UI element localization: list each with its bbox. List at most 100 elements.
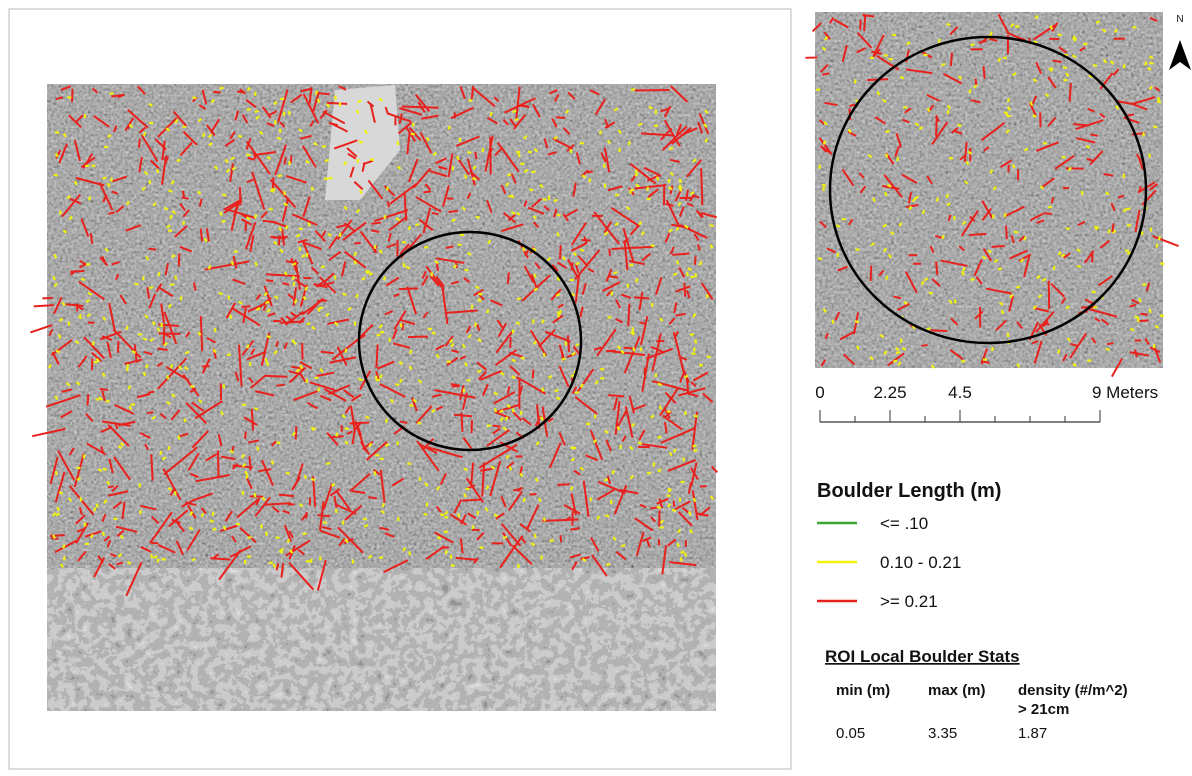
- boulder-axis-small: [604, 431, 608, 432]
- boulder-axis: [318, 515, 331, 516]
- boulder-axis-small: [629, 141, 630, 145]
- boulder-axis-small: [346, 349, 347, 353]
- boulder-axis-small: [955, 300, 956, 304]
- boulder-axis-small: [255, 111, 259, 112]
- boulder-axis-small: [178, 436, 179, 440]
- boulder-axis-small: [1054, 266, 1055, 270]
- boulder-axis-small: [398, 141, 399, 145]
- boulder-axis-small: [449, 126, 450, 130]
- boulder-axis-small: [656, 373, 657, 377]
- boulder-axis-small: [1082, 191, 1083, 195]
- boulder-axis-small: [910, 206, 911, 210]
- boulder-axis: [72, 89, 73, 102]
- boulder-axis-small: [1159, 236, 1160, 240]
- boulder-axis: [284, 157, 285, 164]
- boulder-axis: [158, 349, 168, 350]
- boulder-axis-small: [970, 279, 974, 280]
- boulder-axis-small: [203, 133, 205, 137]
- boulder-axis-small: [687, 272, 688, 276]
- boulder-axis-small: [299, 228, 303, 229]
- boulder-axis: [201, 316, 202, 351]
- boulder-axis-small: [833, 320, 834, 324]
- boulder-axis-small: [238, 136, 242, 137]
- boulder-axis-small: [487, 309, 488, 313]
- boulder-axis-small: [444, 531, 448, 532]
- boulder-axis-small: [969, 89, 970, 93]
- boulder-axis-small: [401, 323, 402, 327]
- boulder-axis: [87, 394, 88, 405]
- boulder-axis-small: [149, 287, 153, 288]
- boulder-axis-small: [512, 111, 516, 112]
- boulder-axis-small: [475, 323, 476, 327]
- boulder-axis-small: [451, 565, 455, 566]
- boulder-axis-small: [467, 152, 471, 153]
- boulder-axis-small: [247, 109, 251, 110]
- boulder-axis-small: [937, 198, 938, 202]
- boulder-axis-small: [315, 378, 319, 379]
- boulder-axis-small: [1138, 318, 1139, 322]
- boulder-axis: [561, 535, 562, 542]
- boulder-axis-small: [855, 321, 859, 322]
- boulder-axis-small: [311, 559, 312, 563]
- boulder-axis-small: [106, 401, 110, 402]
- boulder-axis-small: [589, 178, 590, 182]
- legend: <= .100.10 - 0.21>= 0.21: [817, 514, 961, 611]
- boulder-axis-small: [246, 475, 247, 479]
- boulder-axis-small: [681, 557, 682, 561]
- boulder-axis-small: [398, 517, 399, 521]
- boulder-axis-small: [440, 515, 444, 516]
- boulder-axis: [291, 156, 292, 164]
- boulder-axis-small: [710, 225, 714, 226]
- boulder-axis-small: [961, 361, 965, 362]
- boulder-axis-small: [56, 471, 57, 475]
- boulder-axis-small: [274, 564, 276, 568]
- boulder-axis-small: [324, 178, 328, 179]
- boulder-axis-small: [84, 523, 85, 527]
- boulder-axis-small: [534, 274, 536, 278]
- boulder-axis-small: [94, 507, 95, 511]
- boulder-axis-small: [474, 166, 476, 170]
- boulder-axis-small: [880, 335, 884, 337]
- boulder-axis: [100, 389, 108, 390]
- boulder-axis-small: [590, 497, 591, 501]
- scale-label: 0: [815, 383, 824, 402]
- boulder-axis-small: [854, 80, 855, 84]
- boulder-axis-small: [146, 364, 148, 368]
- boulder-axis-small: [495, 408, 496, 412]
- boulder-axis-small: [544, 517, 545, 521]
- boulder-axis-small: [478, 511, 479, 515]
- boulder-axis-small: [823, 187, 824, 191]
- boulder-axis: [252, 409, 253, 431]
- boulder-axis-small: [144, 372, 145, 376]
- boulder-axis-small: [523, 247, 525, 251]
- boulder-axis-small: [138, 334, 142, 335]
- boulder-axis-small: [521, 473, 523, 477]
- rock-image: [47, 568, 716, 711]
- boulder-axis-small: [220, 88, 224, 89]
- boulder-axis: [148, 391, 154, 392]
- boulder-axis: [402, 106, 439, 107]
- boulder-axis-small: [657, 177, 659, 181]
- boulder-axis: [930, 330, 947, 331]
- boulder-axis-small: [511, 212, 515, 214]
- boulder-axis-small: [59, 334, 60, 338]
- boulder-axis-small: [307, 253, 308, 257]
- boulder-axis-small: [482, 148, 483, 152]
- boulder-axis: [179, 254, 180, 267]
- boulder-axis-small: [822, 185, 826, 186]
- boulder-axis-small: [323, 522, 327, 523]
- boulder-axis-small: [335, 275, 336, 279]
- boulder-axis-small: [549, 196, 550, 200]
- boulder-axis-small: [533, 319, 534, 323]
- boulder-axis-small: [694, 450, 698, 452]
- boulder-axis: [921, 345, 927, 346]
- boulder-axis-small: [359, 379, 363, 380]
- boulder-axis-small: [254, 408, 258, 409]
- boulder-axis-small: [336, 433, 337, 437]
- boulder-axis-small: [543, 199, 547, 200]
- boulder-axis: [266, 280, 273, 281]
- boulder-axis: [246, 222, 247, 231]
- boulder-axis-small: [1157, 244, 1158, 248]
- boulder-axis-small: [630, 189, 634, 190]
- boulder-axis-small: [221, 411, 223, 415]
